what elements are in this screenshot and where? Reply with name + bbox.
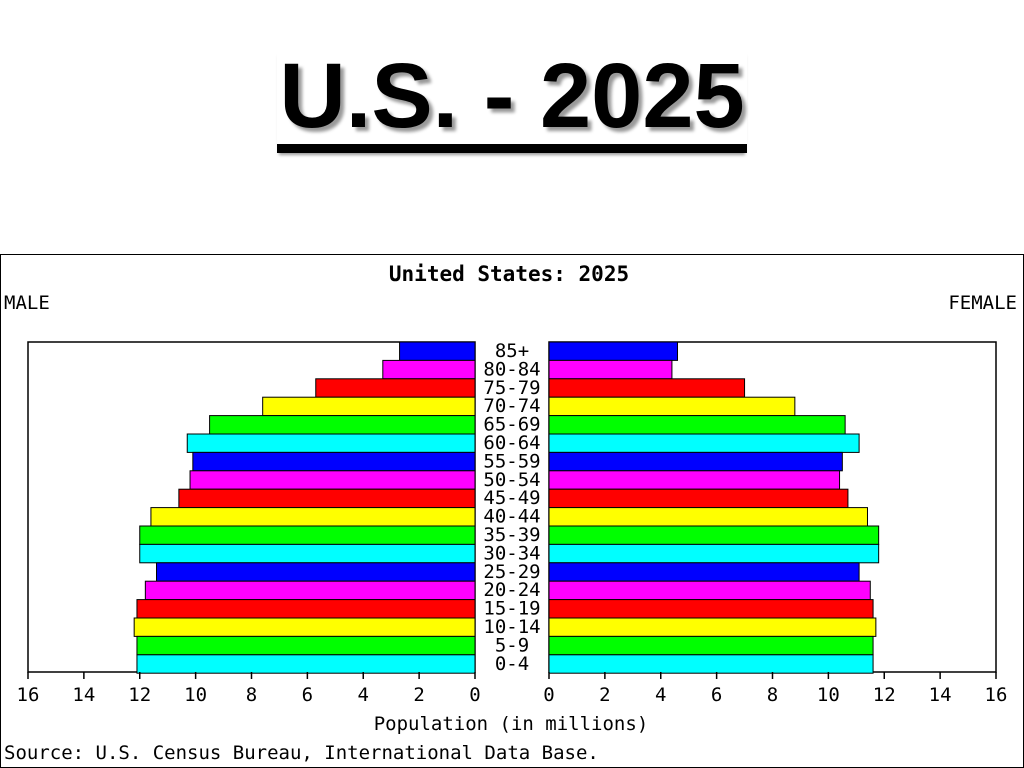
male-bar-85+ bbox=[399, 341, 476, 361]
age-group-label: 25-29 bbox=[483, 561, 540, 583]
male-x-tick-label: 4 bbox=[358, 684, 369, 706]
female-x-tick-label: 6 bbox=[711, 684, 722, 706]
female-bar-40-44 bbox=[548, 507, 868, 527]
age-group-label: 10-14 bbox=[483, 616, 540, 638]
age-group-label: 70-74 bbox=[483, 395, 540, 417]
slide-title: U.S. - 2025 bbox=[0, 46, 1024, 153]
female-bar-85+ bbox=[548, 341, 679, 361]
female-bar-35-39 bbox=[548, 525, 880, 545]
male-label: MALE bbox=[4, 292, 50, 314]
male-bar-40-44 bbox=[150, 507, 476, 527]
age-group-label: 65-69 bbox=[483, 414, 540, 436]
x-axis-title: Population (in millions) bbox=[374, 713, 649, 735]
male-bar-10-14 bbox=[133, 617, 476, 637]
female-bar-0-4 bbox=[548, 654, 874, 674]
male-bar-45-49 bbox=[178, 488, 476, 509]
male-bar-50-54 bbox=[189, 470, 476, 490]
female-x-tick-label: 16 bbox=[985, 684, 1008, 706]
female-bar-55-59 bbox=[548, 451, 843, 472]
female-bar-25-29 bbox=[548, 562, 860, 582]
age-group-label: 15-19 bbox=[483, 598, 540, 620]
female-x-tick-label: 4 bbox=[655, 684, 666, 706]
male-bar-15-19 bbox=[136, 599, 476, 619]
female-bar-60-64 bbox=[548, 433, 860, 453]
female-x-tick-label: 10 bbox=[817, 684, 840, 706]
male-bar-60-64 bbox=[186, 433, 476, 453]
male-bar-35-39 bbox=[139, 525, 476, 545]
slide-title-text: U.S. - 2025 bbox=[277, 50, 747, 153]
female-bar-30-34 bbox=[548, 543, 880, 564]
age-group-label: 5-9 bbox=[495, 634, 529, 656]
male-x-tick-label: 12 bbox=[128, 684, 151, 706]
male-x-tick-label: 10 bbox=[184, 684, 207, 706]
female-bar-45-49 bbox=[548, 488, 849, 509]
female-x-tick-label: 8 bbox=[767, 684, 778, 706]
population-pyramid-svg: United States: 2025 MALE FEMALE 85+80-84… bbox=[4, 262, 1017, 764]
age-group-label: 40-44 bbox=[483, 506, 540, 528]
age-group-label: 20-24 bbox=[483, 579, 540, 601]
age-group-label: 30-34 bbox=[483, 542, 540, 564]
male-bar-25-29 bbox=[156, 562, 476, 582]
female-bar-10-14 bbox=[548, 617, 877, 637]
male-x-tick-label: 0 bbox=[469, 684, 480, 706]
male-bar-65-69 bbox=[209, 415, 476, 435]
male-bar-5-9 bbox=[136, 635, 476, 656]
male-bar-80-84 bbox=[382, 359, 476, 380]
age-group-label: 55-59 bbox=[483, 450, 540, 472]
age-group-label: 35-39 bbox=[483, 524, 540, 546]
age-group-label: 45-49 bbox=[483, 487, 540, 509]
female-x-tick-label: 0 bbox=[543, 684, 554, 706]
male-bar-75-79 bbox=[315, 378, 476, 398]
female-bar-50-54 bbox=[548, 470, 841, 490]
male-x-tick-label: 16 bbox=[17, 684, 40, 706]
age-group-label: 50-54 bbox=[483, 469, 540, 491]
female-x-tick-label: 14 bbox=[929, 684, 952, 706]
male-bar-70-74 bbox=[262, 396, 476, 417]
female-bar-80-84 bbox=[548, 359, 673, 380]
female-bar-75-79 bbox=[548, 378, 746, 398]
male-bar-30-34 bbox=[139, 543, 476, 564]
male-x-tick-label: 8 bbox=[246, 684, 257, 706]
male-x-tick-label: 2 bbox=[413, 684, 424, 706]
age-group-label: 85+ bbox=[495, 340, 529, 362]
female-bar-65-69 bbox=[548, 415, 846, 435]
female-x-tick-label: 12 bbox=[873, 684, 896, 706]
female-label: FEMALE bbox=[948, 292, 1017, 314]
female-x-tick-label: 2 bbox=[599, 684, 610, 706]
age-group-label: 0-4 bbox=[495, 653, 529, 675]
age-group-label: 80-84 bbox=[483, 358, 540, 380]
age-group-label: 60-64 bbox=[483, 432, 540, 454]
female-bar-20-24 bbox=[548, 580, 871, 601]
source-note: Source: U.S. Census Bureau, Internationa… bbox=[4, 742, 599, 764]
male-x-tick-label: 14 bbox=[72, 684, 95, 706]
male-x-tick-label: 6 bbox=[302, 684, 313, 706]
male-bar-55-59 bbox=[192, 451, 476, 472]
female-bar-15-19 bbox=[548, 599, 874, 619]
male-bar-20-24 bbox=[144, 580, 476, 601]
male-bar-0-4 bbox=[136, 654, 476, 674]
female-bar-70-74 bbox=[548, 396, 796, 417]
population-pyramid-chart: United States: 2025 MALE FEMALE 85+ 80-84… bbox=[0, 254, 1024, 768]
female-bar-5-9 bbox=[548, 635, 874, 656]
chart-title: United States: 2025 bbox=[389, 262, 629, 286]
age-group-label: 75-79 bbox=[483, 377, 540, 399]
